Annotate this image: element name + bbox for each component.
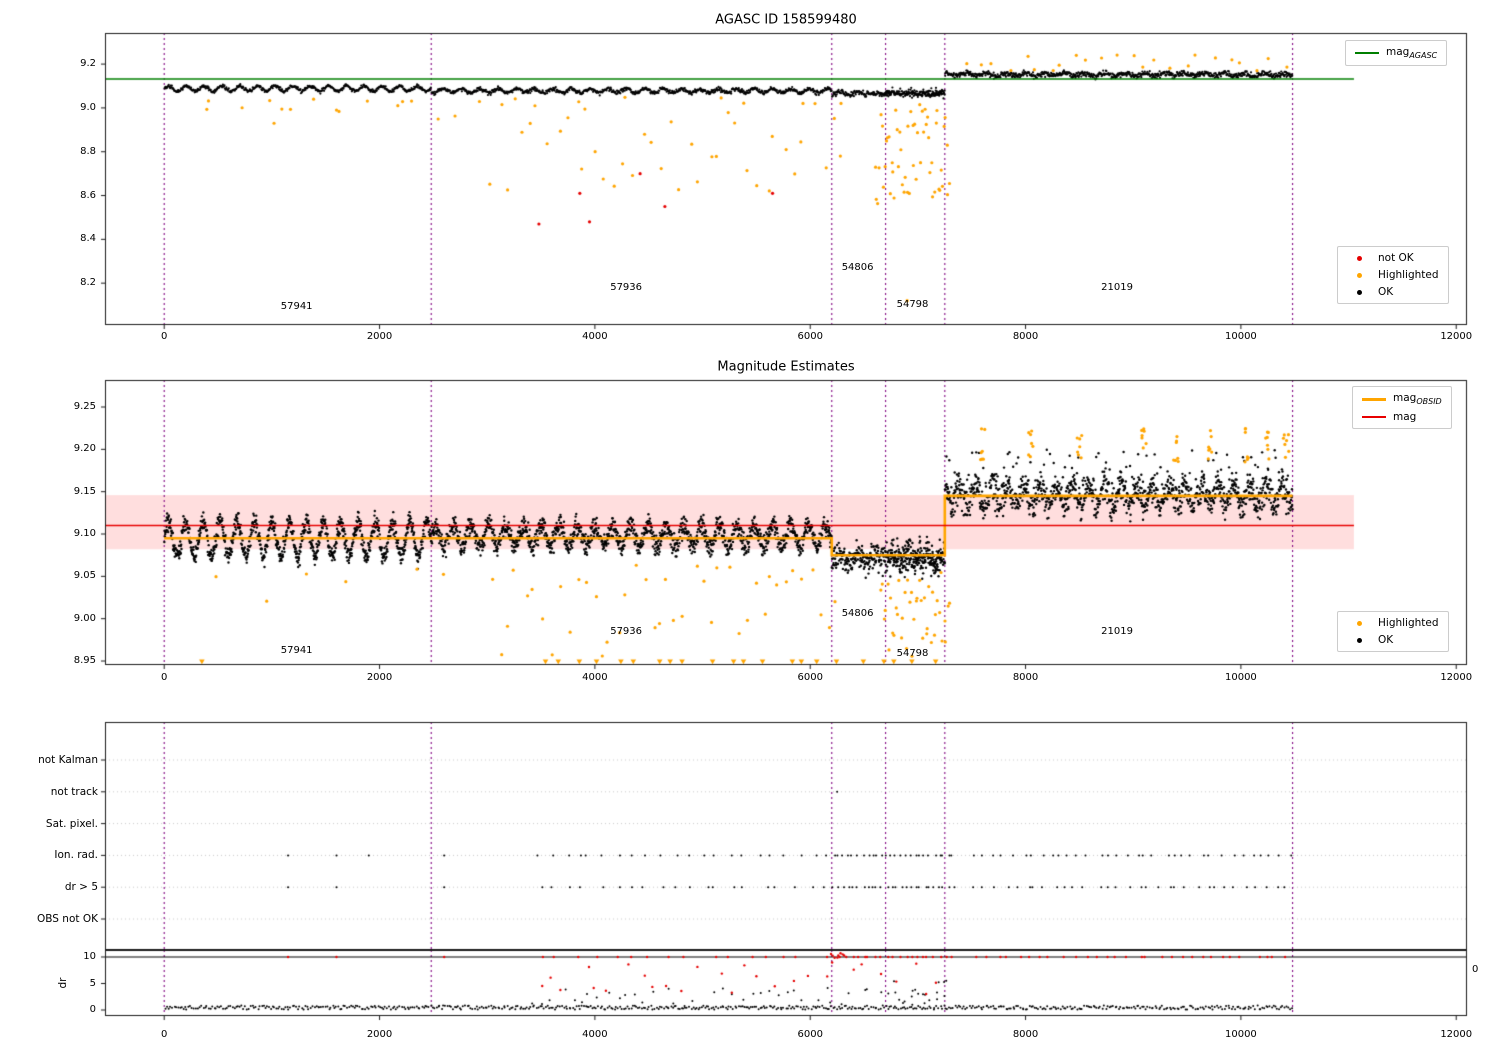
figure: AGASC ID 158599480 Magnitude Estimates 0…	[0, 0, 1500, 1050]
chart-canvas	[0, 0, 1500, 1050]
